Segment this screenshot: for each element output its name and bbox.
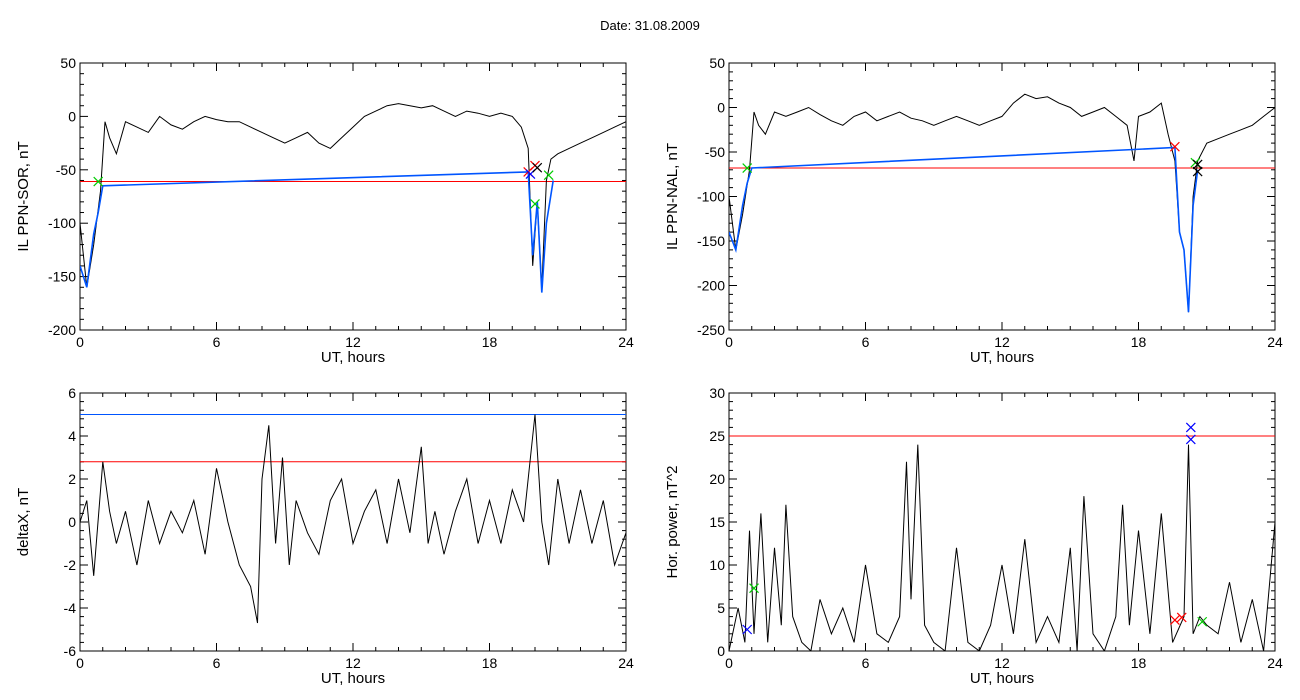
plot-frame	[79, 62, 627, 331]
y-tick-label: 0	[68, 108, 76, 124]
x-tick-label: 24	[618, 334, 634, 350]
y-tick-label: -2	[64, 557, 77, 573]
y-tick-label: 25	[709, 428, 725, 444]
y-tick-label: 6	[68, 385, 76, 401]
data-marker	[1169, 141, 1180, 152]
data-marker	[1185, 434, 1196, 445]
x-tick-label: 18	[482, 655, 498, 671]
plot-area	[729, 422, 1275, 651]
plot-area	[80, 414, 626, 624]
y-tick-label: 0	[717, 643, 725, 659]
x-tick-label: 0	[725, 334, 733, 350]
y-tick-label: -150	[48, 269, 76, 285]
data-marker	[1176, 612, 1187, 623]
x-axis-label: UT, hours	[970, 670, 1034, 687]
y-tick-label: -250	[697, 322, 725, 338]
data-marker	[742, 163, 753, 173]
y-tick-label: 50	[60, 55, 76, 71]
data-marker	[1192, 159, 1203, 170]
series-line	[729, 146, 1199, 313]
plot-area	[80, 103, 626, 293]
data-marker	[742, 624, 753, 635]
x-tick-label: 24	[1267, 655, 1283, 671]
data-marker	[749, 583, 759, 594]
y-tick-label: -50	[56, 162, 76, 178]
y-tick-label: 30	[709, 385, 725, 401]
y-tick-label: -6	[64, 643, 77, 659]
x-axis-label: UT, hours	[970, 349, 1034, 366]
x-axis-label: UT, hours	[321, 670, 385, 687]
y-tick-label: 2	[68, 471, 76, 487]
data-marker	[1197, 616, 1208, 627]
y-tick-label: -200	[48, 322, 76, 338]
y-tick-label: -150	[697, 233, 725, 249]
y-tick-label: 0	[717, 100, 725, 116]
data-marker	[543, 170, 554, 181]
plot-area	[729, 93, 1275, 313]
x-tick-label: 0	[76, 334, 84, 350]
y-tick-label: -100	[697, 189, 725, 205]
data-marker	[1169, 615, 1180, 625]
y-tick-label: 50	[709, 55, 725, 71]
y-tick-label: 15	[709, 514, 725, 530]
data-marker	[532, 162, 543, 173]
series-line	[80, 414, 626, 624]
data-marker	[1192, 166, 1203, 177]
plot-frame	[728, 392, 1276, 652]
data-marker	[530, 199, 540, 209]
x-tick-label: 24	[1267, 334, 1283, 350]
x-tick-label: 6	[862, 334, 870, 350]
data-marker	[93, 176, 104, 187]
data-marker	[1185, 422, 1196, 433]
y-axis-label: IL PPN-SOR, nT	[15, 141, 32, 251]
date-title: Date: 31.08.2009	[600, 18, 700, 33]
x-tick-label: 18	[1131, 655, 1147, 671]
chart-panel-3: 0 6 12 18 24 6 4 2 0 -2 -4 -6 UT, hours deltaX, nT	[15, 385, 634, 687]
series-line	[80, 171, 554, 293]
x-tick-label: 0	[76, 655, 84, 671]
y-tick-label: -4	[64, 600, 77, 616]
x-tick-label: 18	[1131, 334, 1147, 350]
chart-panel-2: 0 6 12 18 24 50 0 -50 -100 -150 -200 -250 UT, hours I…	[664, 55, 1283, 366]
plot-frame	[79, 392, 627, 652]
y-tick-label: 0	[68, 514, 76, 530]
chart-panel-1: 0 6 12 18 24 50 0 -50 -100 -150 -200 UT, hours IL PP…	[15, 55, 634, 366]
y-tick-label: -100	[48, 215, 76, 231]
y-tick-label: -50	[705, 144, 725, 160]
y-tick-label: -200	[697, 278, 725, 294]
series-line	[729, 444, 1275, 651]
y-tick-label: 4	[68, 428, 76, 444]
x-tick-label: 12	[994, 655, 1010, 671]
y-axis-label: deltaX, nT	[15, 488, 32, 556]
y-tick-label: 10	[709, 557, 725, 573]
y-axis-label: Hor. power, nT^2	[664, 466, 681, 579]
y-tick-label: 20	[709, 471, 725, 487]
chart-panel-4: 0 6 12 18 24 30 25 20 15 10 5 0 UT, hours Hor. power,…	[664, 385, 1283, 687]
x-tick-label: 24	[618, 655, 634, 671]
x-tick-label: 0	[725, 655, 733, 671]
x-tick-label: 6	[213, 655, 221, 671]
x-tick-label: 12	[345, 334, 361, 350]
x-tick-label: 6	[862, 655, 870, 671]
x-tick-label: 6	[213, 334, 221, 350]
x-tick-label: 18	[482, 334, 498, 350]
y-axis-label: IL PPN-NAL, nT	[664, 143, 681, 250]
x-axis-label: UT, hours	[321, 349, 385, 366]
x-tick-label: 12	[994, 334, 1010, 350]
x-tick-label: 12	[345, 655, 361, 671]
y-tick-label: 5	[717, 600, 725, 616]
